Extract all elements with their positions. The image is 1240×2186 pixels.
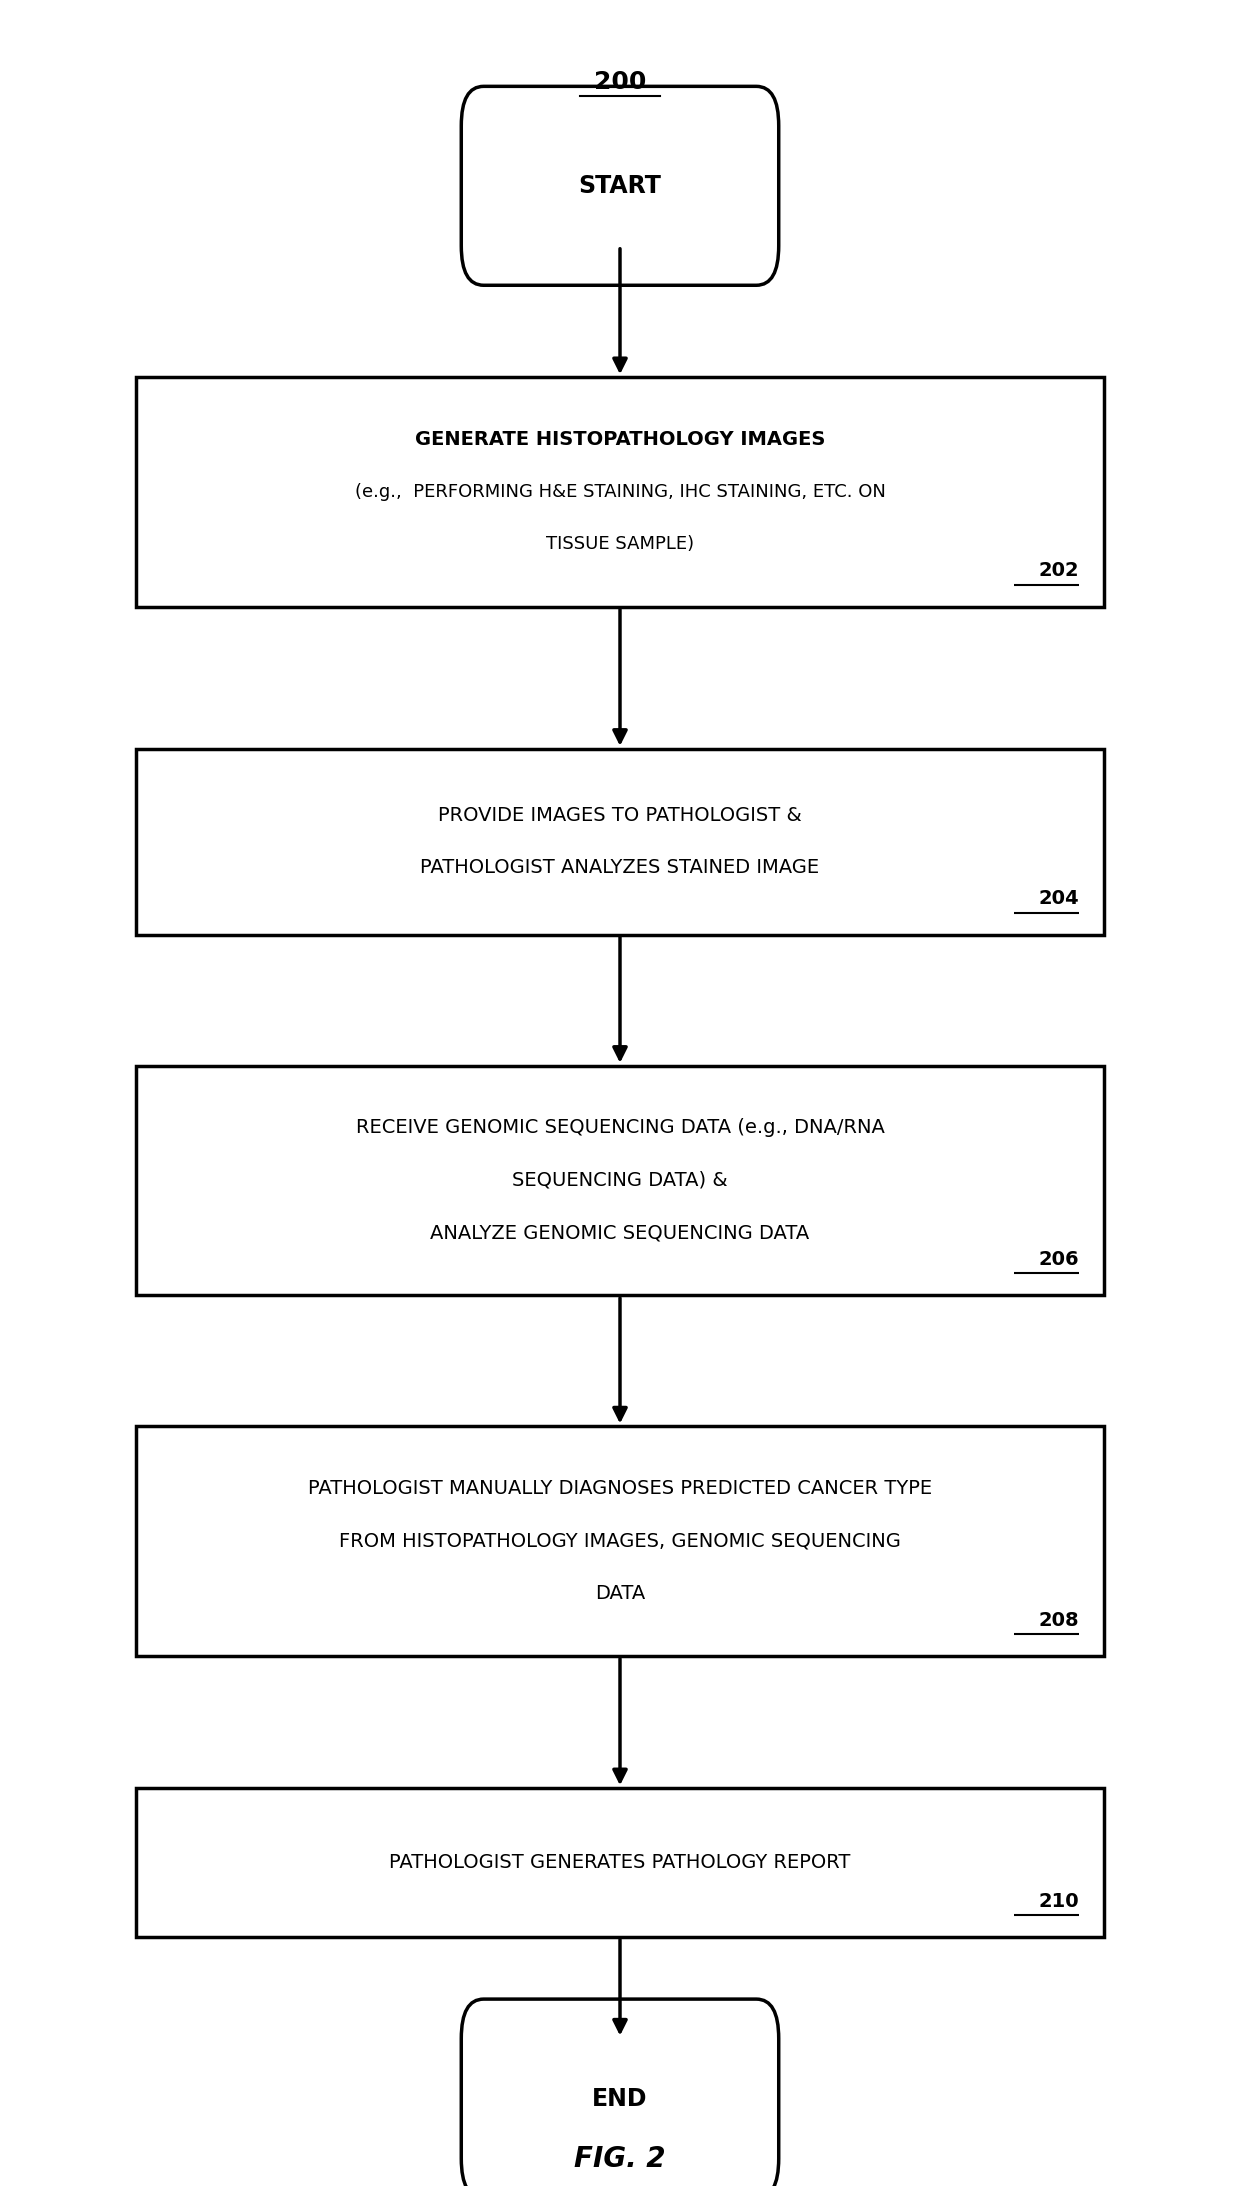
FancyBboxPatch shape bbox=[461, 1998, 779, 2186]
Text: GENERATE HISTOPATHOLOGY IMAGES: GENERATE HISTOPATHOLOGY IMAGES bbox=[415, 431, 825, 448]
Text: (e.g.,  PERFORMING H&E STAINING, IHC STAINING, ETC. ON: (e.g., PERFORMING H&E STAINING, IHC STAI… bbox=[355, 483, 885, 501]
Text: SEQUENCING DATA) &: SEQUENCING DATA) & bbox=[512, 1172, 728, 1189]
Text: END: END bbox=[593, 2088, 647, 2109]
Bar bbox=[136, 1427, 1104, 1657]
Text: PROVIDE IMAGES TO PATHOLOGIST &: PROVIDE IMAGES TO PATHOLOGIST & bbox=[438, 807, 802, 824]
Text: DATA: DATA bbox=[595, 1585, 645, 1602]
Text: PATHOLOGIST GENERATES PATHOLOGY REPORT: PATHOLOGIST GENERATES PATHOLOGY REPORT bbox=[389, 1854, 851, 1871]
Text: 200: 200 bbox=[594, 70, 646, 94]
Text: RECEIVE GENOMIC SEQUENCING DATA (e.g., DNA/RNA: RECEIVE GENOMIC SEQUENCING DATA (e.g., D… bbox=[356, 1119, 884, 1137]
Text: PATHOLOGIST MANUALLY DIAGNOSES PREDICTED CANCER TYPE: PATHOLOGIST MANUALLY DIAGNOSES PREDICTED… bbox=[308, 1480, 932, 1497]
Text: 206: 206 bbox=[1038, 1250, 1079, 1268]
Text: PATHOLOGIST ANALYZES STAINED IMAGE: PATHOLOGIST ANALYZES STAINED IMAGE bbox=[420, 859, 820, 877]
Text: TISSUE SAMPLE): TISSUE SAMPLE) bbox=[546, 536, 694, 553]
Text: 202: 202 bbox=[1038, 562, 1079, 581]
Text: FIG. 2: FIG. 2 bbox=[574, 2144, 666, 2173]
FancyBboxPatch shape bbox=[461, 87, 779, 286]
Bar bbox=[136, 750, 1104, 936]
Bar bbox=[136, 1067, 1104, 1294]
Text: 204: 204 bbox=[1038, 890, 1079, 909]
Bar bbox=[136, 378, 1104, 608]
Text: 208: 208 bbox=[1038, 1611, 1079, 1631]
Text: FROM HISTOPATHOLOGY IMAGES, GENOMIC SEQUENCING: FROM HISTOPATHOLOGY IMAGES, GENOMIC SEQU… bbox=[339, 1532, 901, 1550]
Text: 210: 210 bbox=[1038, 1891, 1079, 1911]
Text: START: START bbox=[579, 175, 661, 197]
Bar bbox=[136, 1788, 1104, 1937]
Text: ANALYZE GENOMIC SEQUENCING DATA: ANALYZE GENOMIC SEQUENCING DATA bbox=[430, 1224, 810, 1242]
